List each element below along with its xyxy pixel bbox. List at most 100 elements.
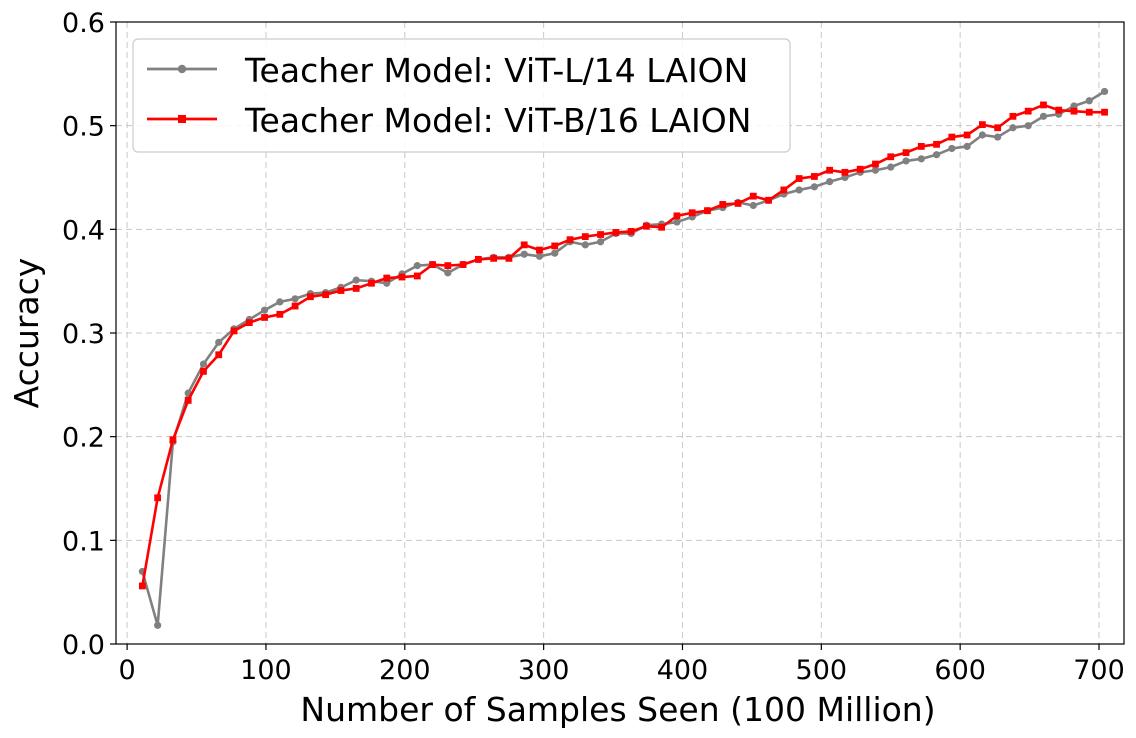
data-point bbox=[596, 238, 605, 246]
y-tick-label: 0.2 bbox=[62, 423, 105, 454]
data-point bbox=[566, 236, 574, 244]
data-point bbox=[276, 310, 284, 318]
x-axis-title: Number of Samples Seen (100 Million) bbox=[300, 690, 935, 729]
data-point bbox=[932, 151, 941, 159]
legend-marker-vit-l14 bbox=[177, 64, 187, 74]
series-line bbox=[141, 103, 1105, 587]
data-point bbox=[948, 144, 956, 153]
data-point bbox=[1101, 108, 1108, 116]
data-point bbox=[597, 231, 604, 238]
data-point bbox=[490, 254, 498, 262]
x-tick-label: 0 bbox=[119, 655, 136, 686]
axis-ticks: 0 100 200 300 400 500 600 700 0.0 0.1 0.2 0.3 0.4 0.5… bbox=[62, 8, 1125, 686]
y-tick-label: 0.1 bbox=[62, 526, 105, 557]
data-point bbox=[780, 186, 788, 194]
data-point bbox=[215, 338, 223, 346]
x-tick-label: 100 bbox=[240, 655, 292, 686]
data-point bbox=[887, 163, 895, 171]
data-point bbox=[352, 276, 360, 284]
data-point bbox=[581, 241, 589, 249]
data-point bbox=[978, 121, 986, 129]
data-point bbox=[795, 175, 803, 182]
data-point bbox=[673, 218, 681, 226]
data-point bbox=[612, 229, 620, 236]
legend-label-vit-l14: Teacher Model: ViT-L/14 LAION bbox=[244, 51, 748, 90]
data-point bbox=[627, 228, 635, 235]
data-point bbox=[1085, 97, 1093, 105]
data-point bbox=[994, 133, 1002, 141]
series-layer bbox=[138, 87, 1109, 629]
data-point bbox=[444, 262, 452, 270]
data-point bbox=[994, 124, 1002, 132]
x-tick-label: 300 bbox=[518, 655, 570, 686]
data-point bbox=[169, 436, 177, 444]
x-tick-label: 200 bbox=[379, 655, 431, 686]
data-point bbox=[826, 178, 834, 186]
data-point bbox=[963, 142, 971, 150]
data-point bbox=[765, 196, 772, 204]
legend-frame bbox=[132, 38, 791, 153]
legend: Teacher Model: ViT-L/14 LAION Teacher Mo… bbox=[132, 38, 791, 153]
data-point bbox=[444, 269, 452, 277]
data-point bbox=[398, 273, 406, 281]
data-point bbox=[1024, 107, 1032, 115]
data-point bbox=[429, 261, 436, 268]
x-tick-label: 600 bbox=[934, 655, 986, 686]
data-point bbox=[749, 201, 757, 210]
data-point bbox=[536, 246, 543, 254]
x-tick-label: 400 bbox=[657, 655, 709, 686]
data-point bbox=[1055, 106, 1063, 114]
data-point bbox=[520, 250, 528, 258]
legend-label-vit-b16: Teacher Model: ViT-B/16 LAION bbox=[244, 101, 751, 140]
data-point bbox=[337, 287, 345, 294]
data-point bbox=[1009, 124, 1017, 132]
data-point bbox=[215, 351, 223, 359]
data-point bbox=[795, 186, 803, 194]
data-point bbox=[474, 255, 482, 263]
data-point bbox=[871, 166, 880, 174]
data-point bbox=[704, 207, 711, 215]
data-point bbox=[902, 149, 910, 157]
data-point bbox=[749, 192, 757, 200]
data-point bbox=[199, 360, 208, 368]
data-point bbox=[291, 302, 299, 310]
data-point bbox=[535, 252, 544, 260]
data-point bbox=[154, 621, 162, 629]
data-point bbox=[291, 295, 299, 303]
data-point bbox=[276, 298, 284, 306]
y-tick-label: 0.4 bbox=[62, 215, 105, 246]
data-point bbox=[948, 133, 956, 141]
data-point bbox=[383, 274, 391, 282]
data-point bbox=[734, 200, 742, 207]
series-line bbox=[141, 90, 1106, 627]
data-point bbox=[642, 222, 650, 230]
y-axis-title: Accuracy bbox=[7, 258, 46, 409]
data-point bbox=[551, 242, 559, 250]
data-point bbox=[322, 291, 330, 299]
data-point bbox=[872, 160, 879, 168]
data-point bbox=[581, 233, 589, 240]
data-point bbox=[841, 168, 849, 176]
data-point bbox=[917, 143, 925, 150]
y-tick-label: 0.5 bbox=[62, 112, 105, 143]
data-point bbox=[719, 201, 727, 208]
data-point bbox=[1009, 112, 1017, 120]
data-point bbox=[1039, 112, 1048, 120]
data-point bbox=[688, 209, 696, 217]
data-point bbox=[200, 367, 207, 375]
data-point bbox=[184, 396, 192, 404]
data-point bbox=[856, 165, 864, 173]
data-point bbox=[963, 131, 971, 139]
legend-marker-vit-b16 bbox=[178, 115, 186, 123]
series-vit-l14 bbox=[138, 87, 1109, 629]
data-point bbox=[459, 261, 467, 268]
x-tick-label: 700 bbox=[1073, 655, 1125, 686]
data-point bbox=[230, 327, 238, 335]
data-point bbox=[1085, 108, 1093, 116]
data-point bbox=[1070, 107, 1078, 115]
data-point bbox=[826, 166, 834, 174]
y-tick-label: 0.6 bbox=[62, 8, 105, 39]
data-point bbox=[658, 223, 666, 231]
data-point bbox=[1100, 87, 1109, 96]
